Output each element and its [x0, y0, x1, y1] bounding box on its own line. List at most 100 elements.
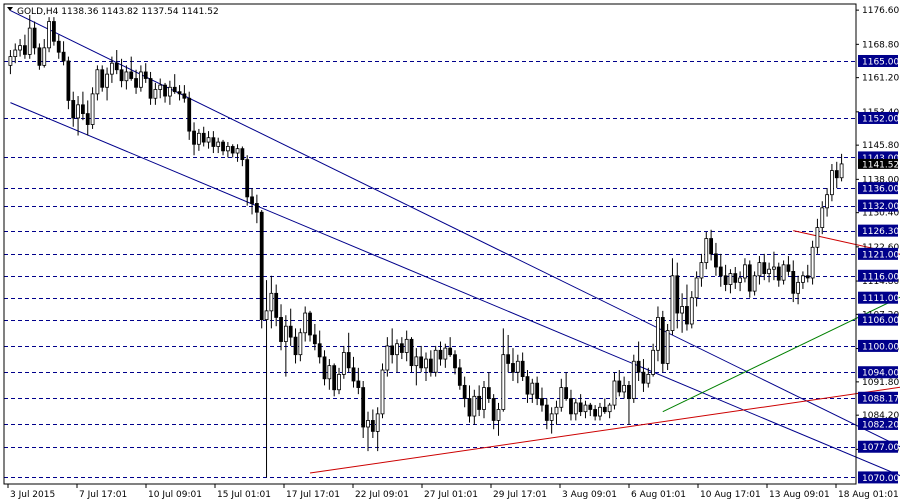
candle-body	[438, 349, 443, 360]
candle	[453, 350, 457, 375]
candle	[506, 334, 511, 373]
candle-body	[414, 356, 419, 367]
candle-body	[747, 264, 752, 292]
candle	[457, 359, 462, 390]
candle	[525, 370, 530, 403]
candle-body	[646, 374, 651, 384]
candle	[61, 41, 66, 66]
candle	[689, 291, 694, 329]
candle	[738, 271, 743, 292]
candle	[134, 69, 138, 94]
candle-body	[651, 349, 656, 375]
candle-body	[559, 387, 564, 408]
y-tick-label: 1145.80	[862, 141, 899, 151]
candle-body	[424, 358, 428, 369]
candle	[361, 380, 366, 438]
candle-body	[18, 45, 22, 51]
level-price-box	[858, 182, 898, 195]
candle-body	[617, 380, 622, 393]
candle-body	[627, 384, 631, 399]
candle-body	[172, 86, 177, 93]
candle	[685, 284, 689, 331]
candle	[95, 65, 100, 101]
candle-body	[583, 404, 588, 413]
candle-body	[820, 207, 825, 228]
level-price-label: 1165.00	[862, 57, 899, 67]
candle	[143, 63, 148, 83]
x-tick-label: 3 Aug 09:01	[562, 490, 617, 500]
candle	[13, 43, 18, 64]
candle-body	[491, 398, 496, 421]
x-tick-label: 13 Aug 09:01	[769, 490, 830, 500]
candle-body	[805, 275, 810, 279]
candle-body	[506, 354, 511, 364]
candle	[433, 345, 438, 377]
dropdown-arrow-icon[interactable]	[7, 7, 13, 11]
candle	[23, 34, 27, 59]
candle-body	[781, 264, 786, 281]
candle-body	[182, 93, 187, 99]
candle	[424, 352, 428, 381]
candle	[805, 264, 810, 283]
candle-body	[370, 420, 375, 432]
candle	[830, 164, 834, 202]
candle	[486, 372, 491, 403]
level-price-box	[858, 339, 898, 352]
candle	[515, 354, 520, 384]
level-price-label: 1116.00	[862, 272, 899, 282]
candle-body	[515, 360, 520, 373]
candle	[796, 275, 800, 305]
candle	[235, 144, 240, 162]
candle-body	[105, 73, 109, 88]
candle-body	[728, 273, 733, 285]
candle-body	[433, 349, 438, 373]
candle-body	[245, 159, 250, 198]
candle-body	[598, 406, 602, 417]
candle-body	[361, 387, 366, 428]
candle-body	[283, 325, 288, 342]
candle-body	[385, 345, 390, 371]
candle-body	[796, 281, 800, 294]
candles	[8, 14, 844, 478]
candle	[119, 58, 124, 88]
candle-body	[839, 163, 844, 179]
candle-body	[511, 363, 515, 373]
candle	[172, 74, 177, 94]
candle-body	[448, 347, 453, 356]
candle	[443, 343, 448, 368]
candle	[714, 242, 718, 276]
candle	[559, 378, 564, 412]
candle-body	[689, 297, 694, 325]
candle	[680, 293, 685, 333]
candle	[187, 91, 192, 140]
candle-body	[738, 277, 743, 283]
candle-body	[341, 352, 346, 375]
level-price-box	[858, 391, 898, 404]
candle	[375, 407, 380, 452]
candle	[264, 280, 269, 478]
candle-body	[317, 343, 322, 358]
x-tick-label: 17 Jul 17:01	[286, 490, 340, 500]
candle	[163, 82, 167, 103]
candle-body	[660, 317, 665, 364]
candle	[322, 350, 327, 386]
candle	[723, 264, 728, 292]
candle	[511, 348, 515, 381]
level-price-box	[858, 269, 898, 282]
candle-body	[520, 360, 525, 378]
candle-body	[216, 141, 221, 147]
candle-body	[631, 360, 636, 399]
candle	[37, 43, 42, 70]
candle	[472, 389, 477, 425]
candle	[772, 251, 776, 281]
candle-body	[530, 382, 535, 395]
candle-body	[95, 69, 100, 95]
candle	[675, 262, 680, 329]
candle	[549, 407, 554, 434]
level-price-box	[858, 417, 898, 430]
candle	[747, 260, 752, 298]
candle-body	[472, 395, 477, 417]
candle-body	[47, 21, 51, 49]
candle	[728, 269, 733, 294]
